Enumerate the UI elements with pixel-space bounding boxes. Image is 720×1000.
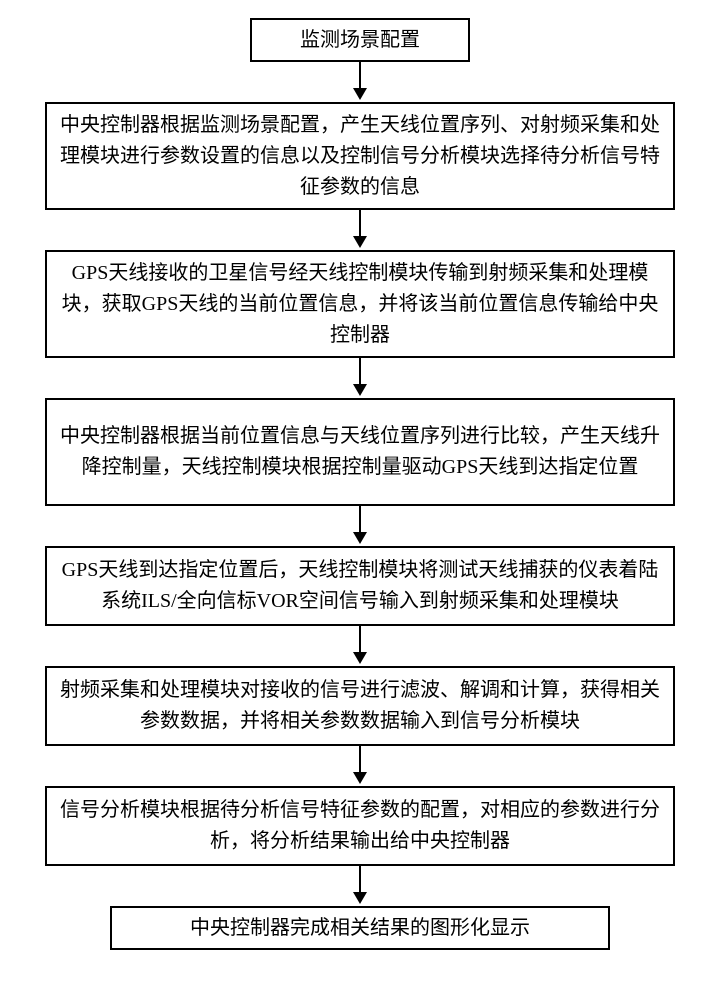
arrow-head-icon [353,384,367,396]
flow-arrow-5 [353,626,367,664]
flow-arrow-4 [353,506,367,544]
flow-node-3: GPS天线接收的卫星信号经天线控制模块传输到射频采集和处理模块，获取GPS天线的… [45,250,675,358]
arrow-shaft [359,626,361,652]
flow-node-4: 中央控制器根据当前位置信息与天线位置序列进行比较，产生天线升降控制量，天线控制模… [45,398,675,506]
flow-node-6: 射频采集和处理模块对接收的信号进行滤波、解调和计算，获得相关参数数据，并将相关参… [45,666,675,746]
arrow-shaft [359,62,361,88]
arrow-head-icon [353,652,367,664]
arrow-shaft [359,506,361,532]
flowchart-canvas: 监测场景配置 中央控制器根据监测场景配置，产生天线位置序列、对射频采集和处理模块… [0,0,720,1000]
flow-arrow-2 [353,210,367,248]
arrow-head-icon [353,772,367,784]
flow-node-6-label: 射频采集和处理模块对接收的信号进行滤波、解调和计算，获得相关参数数据，并将相关参… [57,675,663,737]
flow-node-8: 中央控制器完成相关结果的图形化显示 [110,906,610,950]
flow-node-8-label: 中央控制器完成相关结果的图形化显示 [190,913,530,944]
flow-node-5-label: GPS天线到达指定位置后，天线控制模块将测试天线捕获的仪表着陆系统ILS/全向信… [57,555,663,617]
arrow-shaft [359,210,361,236]
arrow-shaft [359,746,361,772]
arrow-head-icon [353,88,367,100]
flow-node-4-label: 中央控制器根据当前位置信息与天线位置序列进行比较，产生天线升降控制量，天线控制模… [57,421,663,483]
flow-node-7-label: 信号分析模块根据待分析信号特征参数的配置，对相应的参数进行分析，将分析结果输出给… [57,795,663,857]
flow-arrow-7 [353,866,367,904]
arrow-shaft [359,866,361,892]
flow-node-1: 监测场景配置 [250,18,470,62]
flow-arrow-3 [353,358,367,396]
flow-arrow-6 [353,746,367,784]
flow-node-2: 中央控制器根据监测场景配置，产生天线位置序列、对射频采集和处理模块进行参数设置的… [45,102,675,210]
flow-node-2-label: 中央控制器根据监测场景配置，产生天线位置序列、对射频采集和处理模块进行参数设置的… [57,110,663,203]
flow-node-5: GPS天线到达指定位置后，天线控制模块将测试天线捕获的仪表着陆系统ILS/全向信… [45,546,675,626]
flow-node-3-label: GPS天线接收的卫星信号经天线控制模块传输到射频采集和处理模块，获取GPS天线的… [57,258,663,351]
flow-node-1-label: 监测场景配置 [300,25,420,56]
arrow-head-icon [353,532,367,544]
flow-node-7: 信号分析模块根据待分析信号特征参数的配置，对相应的参数进行分析，将分析结果输出给… [45,786,675,866]
arrow-head-icon [353,236,367,248]
arrow-shaft [359,358,361,384]
flow-arrow-1 [353,62,367,100]
arrow-head-icon [353,892,367,904]
